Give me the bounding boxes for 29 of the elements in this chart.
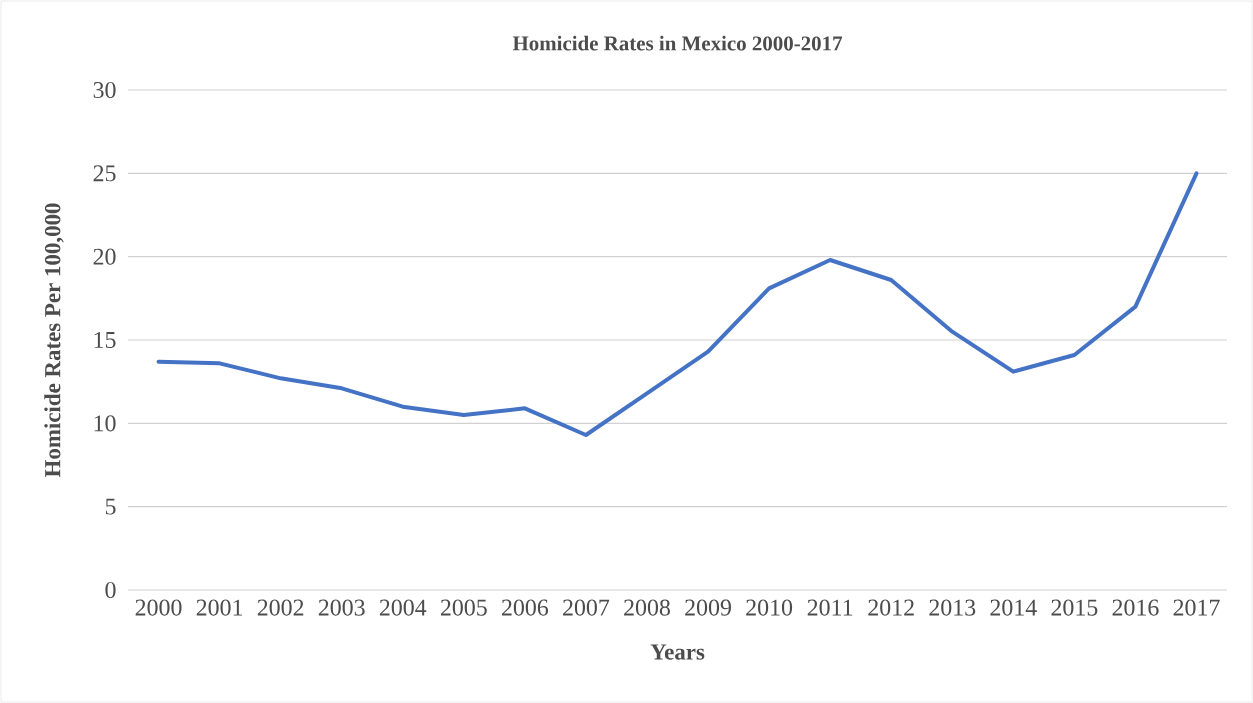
x-tick-label: 2006 <box>502 599 549 616</box>
x-tick-label: 2007 <box>563 599 610 616</box>
y-axis-title: Homicide Rates Per 100,000 <box>44 203 64 478</box>
x-axis-title: Years <box>650 644 705 660</box>
x-tick-label: 2016 <box>1112 599 1159 616</box>
x-tick-label: 2011 <box>807 599 853 616</box>
line-series <box>156 171 1199 437</box>
y-tick-label: 20 <box>93 248 116 265</box>
x-tick-label: 2001 <box>196 599 243 616</box>
x-tick-label: 2003 <box>318 599 365 616</box>
y-tick-label: 5 <box>105 498 116 515</box>
chart-title: Homicide Rates in Mexico 2000-2017 <box>512 35 843 51</box>
x-tick-label: 2014 <box>990 599 1037 616</box>
x-tick-label: 2005 <box>440 599 487 616</box>
x-tick-label: 2013 <box>929 599 976 616</box>
y-tick-label: 0 <box>105 581 116 599</box>
y-tick-label: 15 <box>94 331 116 349</box>
x-tick-label: 2010 <box>746 599 793 616</box>
y-tick-label: 10 <box>94 415 116 432</box>
x-tick-label: 2012 <box>868 599 914 616</box>
x-tick-label: 2000 <box>135 599 182 616</box>
x-tick-label: 2009 <box>685 599 731 616</box>
x-tick-label: 2004 <box>379 599 427 616</box>
x-tick-label: 2017 <box>1173 599 1220 616</box>
y-tick-label: 30 <box>93 81 116 99</box>
y-tick-label: 25 <box>93 165 116 182</box>
x-tick-label: 2015 <box>1051 599 1098 616</box>
x-tick-label: 2008 <box>624 599 670 616</box>
x-tick-label: 2002 <box>257 599 304 616</box>
